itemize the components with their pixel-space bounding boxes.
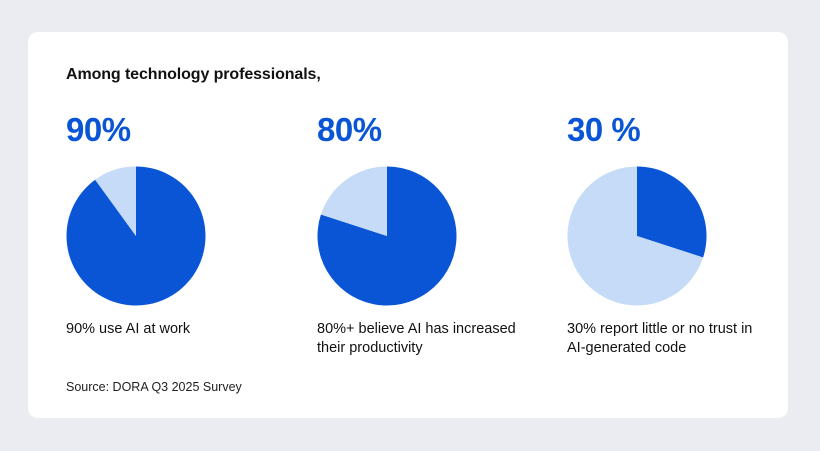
source-note: Source: DORA Q3 2025 Survey: [66, 380, 242, 394]
stat-2-value: 80%: [317, 111, 382, 148]
stat-2: 80% 80%+ believe AI has increased their …: [317, 110, 547, 356]
stats-card: Among technology professionals, 90% 90% …: [28, 32, 788, 418]
stat-1-value: 90%: [66, 111, 131, 148]
pie-slice-highlight: [637, 166, 707, 258]
stat-3-value: 30 %: [567, 111, 641, 148]
pie-slice-highlight: [66, 166, 206, 306]
pie-slice-remainder: [320, 166, 387, 236]
stat-1-caption: 90% use AI at work: [66, 321, 191, 337]
stat-3-caption: 30% report little or no trust in AI-gene…: [567, 321, 753, 356]
stat-1: 90% 90% use AI at work: [66, 110, 296, 337]
stat-2-caption: 80%+ believe AI has increased their prod…: [317, 321, 516, 356]
card-heading: Among technology professionals,: [66, 66, 321, 83]
stat-3: 30 % 30% report little or no trust in AI…: [567, 110, 797, 356]
pie-slice-remainder: [567, 166, 704, 306]
pie-chart-1: [66, 166, 206, 306]
pie-chart-3: [567, 166, 707, 306]
pie-chart-2: [317, 166, 457, 306]
pie-slice-remainder: [95, 166, 136, 236]
